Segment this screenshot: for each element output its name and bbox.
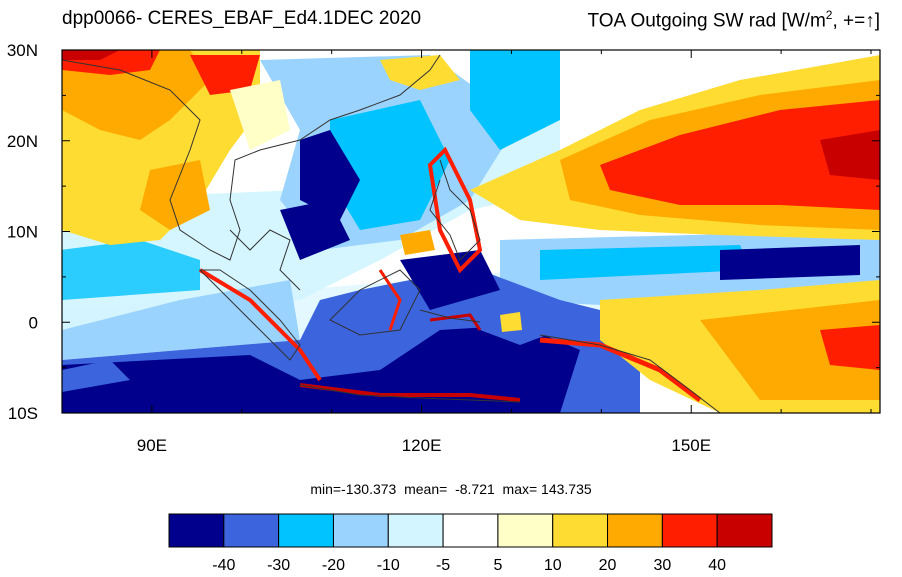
colorbar: -40 -30 -20 -10 -5 5 10 20 30 40 xyxy=(168,513,773,574)
lon-label: 120E xyxy=(402,436,442,455)
stats-line: min=-130.373 mean= -8.721 max= 143.735 xyxy=(310,481,592,497)
colorbar-box xyxy=(332,513,389,548)
colorbar-box xyxy=(661,513,718,548)
plot-title-right: TOA Outgoing SW rad [W/m2, +=↑] xyxy=(588,8,881,32)
lat-label: 10S xyxy=(8,404,38,423)
colorbar-label: 10 xyxy=(544,557,562,574)
lat-label: 20N xyxy=(7,132,38,151)
title-right-suffix: , += xyxy=(832,10,866,32)
colorbar-box xyxy=(223,513,280,548)
colorbar-box xyxy=(442,513,499,548)
colorbar-label: 5 xyxy=(493,557,502,574)
colorbar-label: 20 xyxy=(599,557,617,574)
colorbar-label: -30 xyxy=(267,557,290,574)
lat-labels: 30N 20N 10N 0 10S xyxy=(7,41,38,423)
title-right-prefix: TOA Outgoing SW rad [W/m xyxy=(587,10,826,32)
map-ticks xyxy=(62,49,880,414)
colorbar-box xyxy=(552,513,609,548)
map-field xyxy=(62,50,880,413)
colorbar-box xyxy=(497,513,554,548)
colorbar-label: -20 xyxy=(322,557,345,574)
lon-labels: 90E 120E 150E xyxy=(137,436,711,455)
colorbar-box xyxy=(716,513,773,548)
lon-label: 90E xyxy=(137,436,167,455)
lat-label: 0 xyxy=(29,313,38,332)
colorbar-label: 30 xyxy=(653,557,671,574)
colorbar-box xyxy=(607,513,663,548)
lat-label: 10N xyxy=(7,223,38,242)
coastlines xyxy=(62,54,721,413)
colorbar-label: -40 xyxy=(212,557,235,574)
lat-label: 30N xyxy=(7,41,38,60)
title-right-close: ] xyxy=(874,10,880,32)
colorbar-box xyxy=(168,513,225,548)
title-right-sup: 2 xyxy=(825,8,833,22)
colorbar-label: -10 xyxy=(377,557,400,574)
colorbar-box xyxy=(278,513,334,548)
lon-label: 150E xyxy=(671,436,711,455)
colorbar-label: -5 xyxy=(436,557,450,574)
up-arrow-icon: ↑ xyxy=(865,10,875,32)
colorbar-box xyxy=(387,513,444,548)
colorbar-label: 40 xyxy=(708,557,726,574)
plot-title-left: dpp0066- CERES_EBAF_Ed4.1DEC 2020 xyxy=(62,8,422,29)
